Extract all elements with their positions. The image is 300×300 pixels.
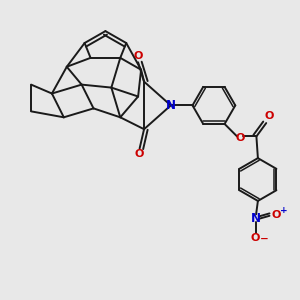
- Text: O: O: [134, 51, 143, 62]
- Text: O: O: [265, 111, 274, 121]
- Text: O: O: [272, 210, 281, 220]
- Text: O: O: [135, 149, 144, 160]
- Text: +: +: [280, 206, 287, 215]
- Text: N: N: [250, 212, 260, 225]
- Text: O: O: [251, 233, 260, 243]
- Text: N: N: [166, 99, 176, 112]
- Text: −: −: [260, 233, 268, 243]
- Text: O: O: [236, 133, 245, 143]
